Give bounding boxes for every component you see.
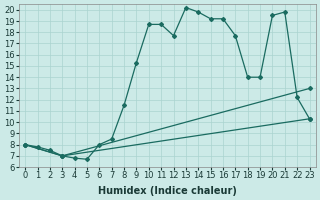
X-axis label: Humidex (Indice chaleur): Humidex (Indice chaleur) <box>98 186 237 196</box>
